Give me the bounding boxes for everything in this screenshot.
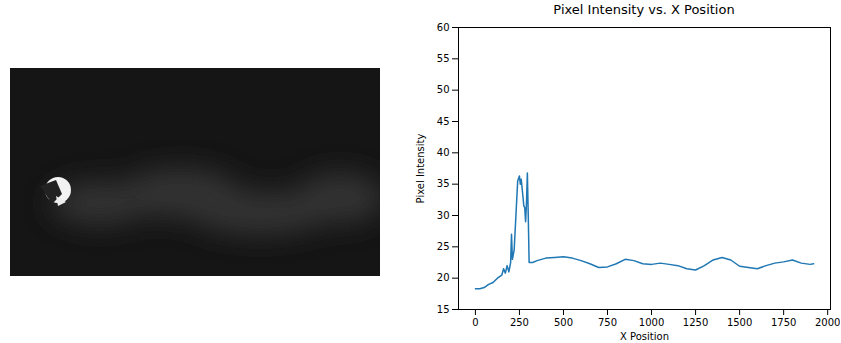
svg-text:750: 750 [598,317,617,328]
svg-text:1500: 1500 [727,317,752,328]
svg-text:60: 60 [437,22,450,33]
svg-text:2000: 2000 [815,317,840,328]
svg-text:20: 20 [437,272,450,283]
svg-text:50: 50 [437,84,450,95]
svg-text:15: 15 [437,304,450,315]
svg-text:1250: 1250 [683,317,708,328]
svg-text:35: 35 [437,178,450,189]
svg-text:30: 30 [437,210,450,221]
svg-text:55: 55 [437,53,450,64]
svg-text:Pixel Intensity: Pixel Intensity [415,134,426,204]
svg-text:40: 40 [437,147,450,158]
svg-text:250: 250 [510,317,529,328]
svg-text:X Position: X Position [620,331,669,342]
svg-text:0: 0 [472,317,478,328]
svg-text:1750: 1750 [771,317,796,328]
svg-text:45: 45 [437,116,450,127]
svg-text:500: 500 [554,317,573,328]
svg-text:25: 25 [437,241,450,252]
html-text:Pixel Intensity vs. X Position: Pixel Intensity vs. X Position [553,2,735,17]
svg-text:1000: 1000 [639,317,664,328]
